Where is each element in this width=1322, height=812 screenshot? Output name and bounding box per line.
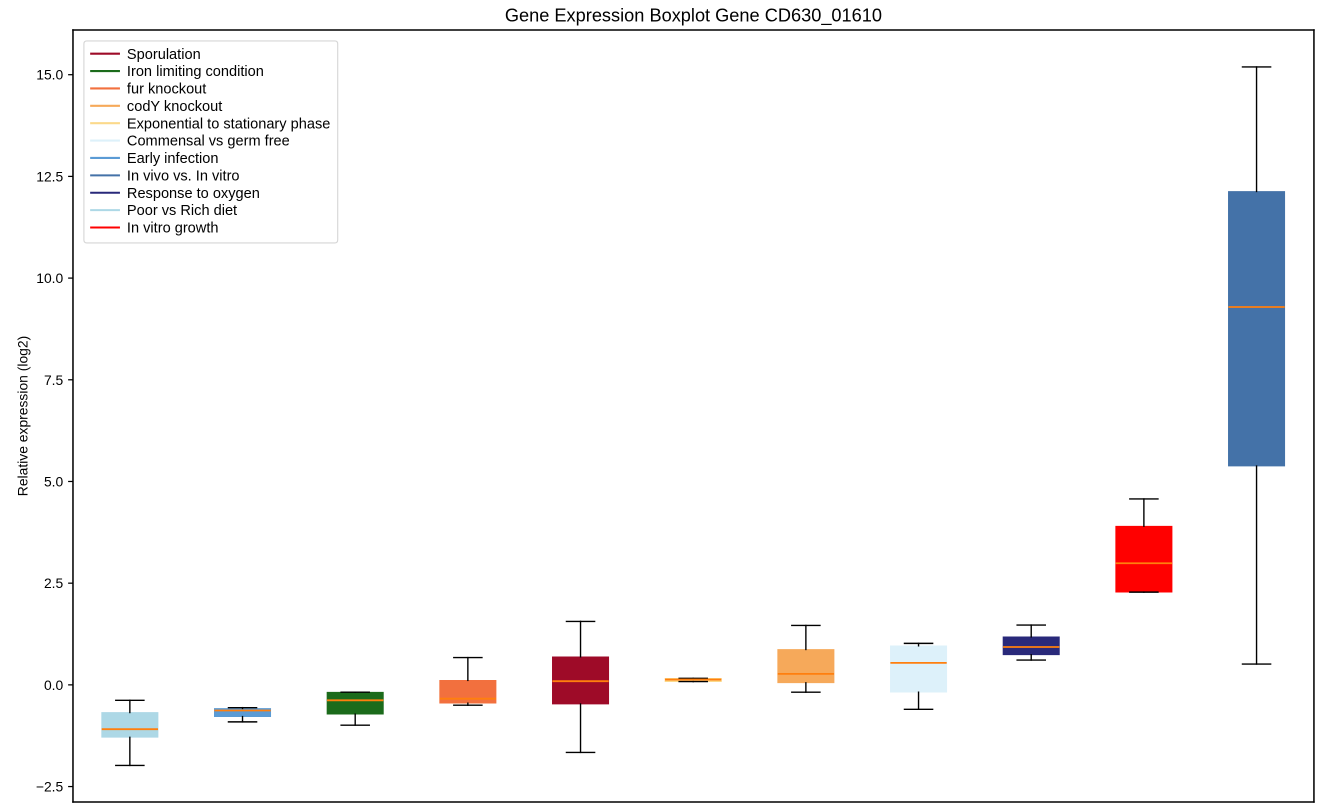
svg-text:5.0: 5.0 [44, 474, 64, 490]
svg-text:In vivo vs. In vitro: In vivo vs. In vitro [127, 168, 240, 184]
svg-text:Sporulation: Sporulation [127, 47, 201, 63]
svg-text:2.5: 2.5 [44, 575, 64, 591]
svg-text:Relative expression (log2): Relative expression (log2) [14, 336, 30, 496]
svg-text:7.5: 7.5 [44, 372, 64, 388]
svg-text:Poor vs Rich diet: Poor vs Rich diet [127, 203, 237, 219]
svg-text:codY knockout: codY knockout [127, 99, 222, 115]
svg-text:10.0: 10.0 [36, 270, 63, 286]
svg-text:Iron limiting condition: Iron limiting condition [127, 64, 264, 80]
svg-text:Commensal vs germ free: Commensal vs germ free [127, 134, 290, 150]
svg-text:0.0: 0.0 [44, 677, 64, 693]
svg-text:Exponential to stationary phas: Exponential to stationary phase [127, 116, 330, 132]
svg-text:−2.5: −2.5 [36, 779, 64, 795]
svg-text:12.5: 12.5 [36, 168, 63, 184]
svg-text:In vitro growth: In vitro growth [127, 221, 219, 237]
svg-text:Early infection: Early infection [127, 151, 219, 167]
svg-text:Gene Expression Boxplot Gene C: Gene Expression Boxplot Gene CD630_01610 [505, 6, 882, 27]
svg-text:Response to oxygen: Response to oxygen [127, 186, 260, 202]
svg-text:15.0: 15.0 [36, 67, 63, 83]
svg-text:fur knockout: fur knockout [127, 82, 206, 98]
